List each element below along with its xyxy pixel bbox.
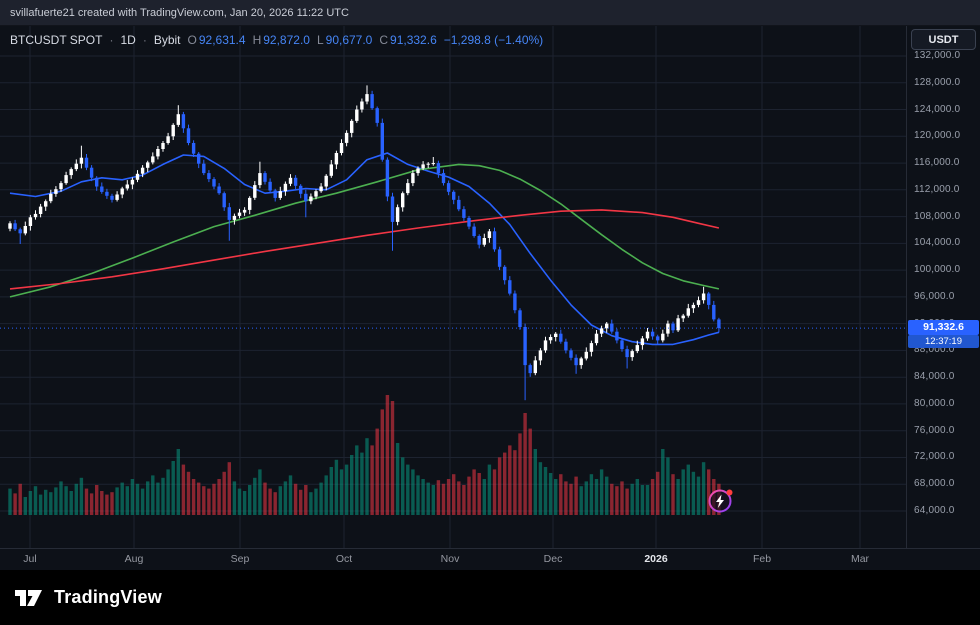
- footer-bar: TradingView: [0, 570, 980, 625]
- price-axis-label: 96,000.0: [914, 291, 955, 302]
- price-axis-label: 108,000.0: [914, 211, 961, 222]
- symbol-legend[interactable]: BTCUSDT SPOT · 1D · Bybit O 92,631.4 H 92,…: [10, 33, 543, 47]
- price-axis-label: 68,000.0: [914, 478, 955, 489]
- time-axis[interactable]: Jul Aug Sep Oct Nov Dec 2026 Feb Mar: [0, 548, 980, 570]
- candles[interactable]: [8, 85, 721, 401]
- attribution-text: svillafuerte21 created with TradingView.…: [10, 6, 349, 19]
- low-label: L: [316, 33, 324, 47]
- open-label: O: [187, 33, 197, 47]
- time-axis-label: Dec: [543, 553, 563, 565]
- attribution-bar: svillafuerte21 created with TradingView.…: [0, 0, 980, 26]
- price-axis-label: 124,000.0: [914, 104, 961, 115]
- legend-separator-2: ·: [142, 33, 147, 47]
- price-axis-label: 88,000.0: [914, 344, 955, 355]
- time-axis-label: Nov: [440, 553, 460, 565]
- price-axis-label: 128,000.0: [914, 77, 961, 88]
- time-axis-label-year: 2026: [644, 553, 668, 565]
- grid-lines: [0, 26, 906, 548]
- price-axis-label: 100,000.0: [914, 264, 961, 275]
- legend-separator: ·: [109, 33, 114, 47]
- price-axis-label: 84,000.0: [914, 371, 955, 382]
- price-axis-label: 120,000.0: [914, 130, 961, 141]
- candlestick-chart[interactable]: [0, 26, 906, 548]
- close-value: 91,332.6: [390, 33, 437, 47]
- time-axis-label: Mar: [850, 553, 870, 565]
- currency-toggle-button[interactable]: USDT: [911, 29, 976, 50]
- tradingview-brand[interactable]: TradingView: [54, 587, 162, 607]
- high-label: H: [252, 33, 262, 47]
- time-axis-label: Feb: [752, 553, 772, 565]
- close-label: C: [379, 33, 389, 47]
- change-value: −1,298.8 (−1.40%): [443, 33, 544, 47]
- ma-line-mid-green[interactable]: [9, 163, 720, 298]
- price-axis-label: 132,000.0: [914, 50, 961, 61]
- ma-line-slow-red[interactable]: [9, 209, 720, 290]
- open-value: 92,631.4: [198, 33, 246, 47]
- low-value: 90,677.0: [325, 33, 373, 47]
- price-axis-label: 64,000.0: [914, 505, 955, 516]
- price-axis[interactable]: USDT 132,000.0 128,000.0 124,000.0 120,000.…: [906, 26, 980, 548]
- last-price-badge: 91,332.6: [908, 320, 979, 335]
- chart-pane[interactable]: BTCUSDT SPOT · 1D · Bybit O 92,631.4 H 92,…: [0, 26, 906, 548]
- interval-label[interactable]: 1D: [120, 33, 136, 47]
- price-axis-label: 72,000.0: [914, 451, 955, 462]
- high-value: 92,872.0: [263, 33, 310, 47]
- tradingview-logo-icon[interactable]: [13, 586, 45, 610]
- price-axis-label: 116,000.0: [914, 157, 960, 168]
- boost-lightning-icon[interactable]: [705, 485, 737, 517]
- price-axis-label: 104,000.0: [914, 237, 961, 248]
- time-axis-label: Aug: [124, 553, 144, 565]
- volume-bars[interactable]: [8, 395, 721, 515]
- exchange-name[interactable]: Bybit: [153, 33, 181, 47]
- symbol-name[interactable]: BTCUSDT SPOT: [10, 33, 103, 47]
- ma-line-fast-blue[interactable]: [9, 152, 720, 346]
- time-axis-label: Sep: [230, 553, 250, 565]
- chart-area[interactable]: BTCUSDT SPOT · 1D · Bybit O 92,631.4 H 92,…: [0, 26, 980, 548]
- price-axis-label: 112,000.0: [914, 184, 960, 195]
- time-axis-label: Oct: [335, 553, 353, 565]
- price-axis-label: 80,000.0: [914, 398, 955, 409]
- countdown-badge: 12:37:19: [908, 335, 979, 348]
- price-axis-label: 76,000.0: [914, 425, 955, 436]
- time-axis-label: Jul: [23, 553, 37, 565]
